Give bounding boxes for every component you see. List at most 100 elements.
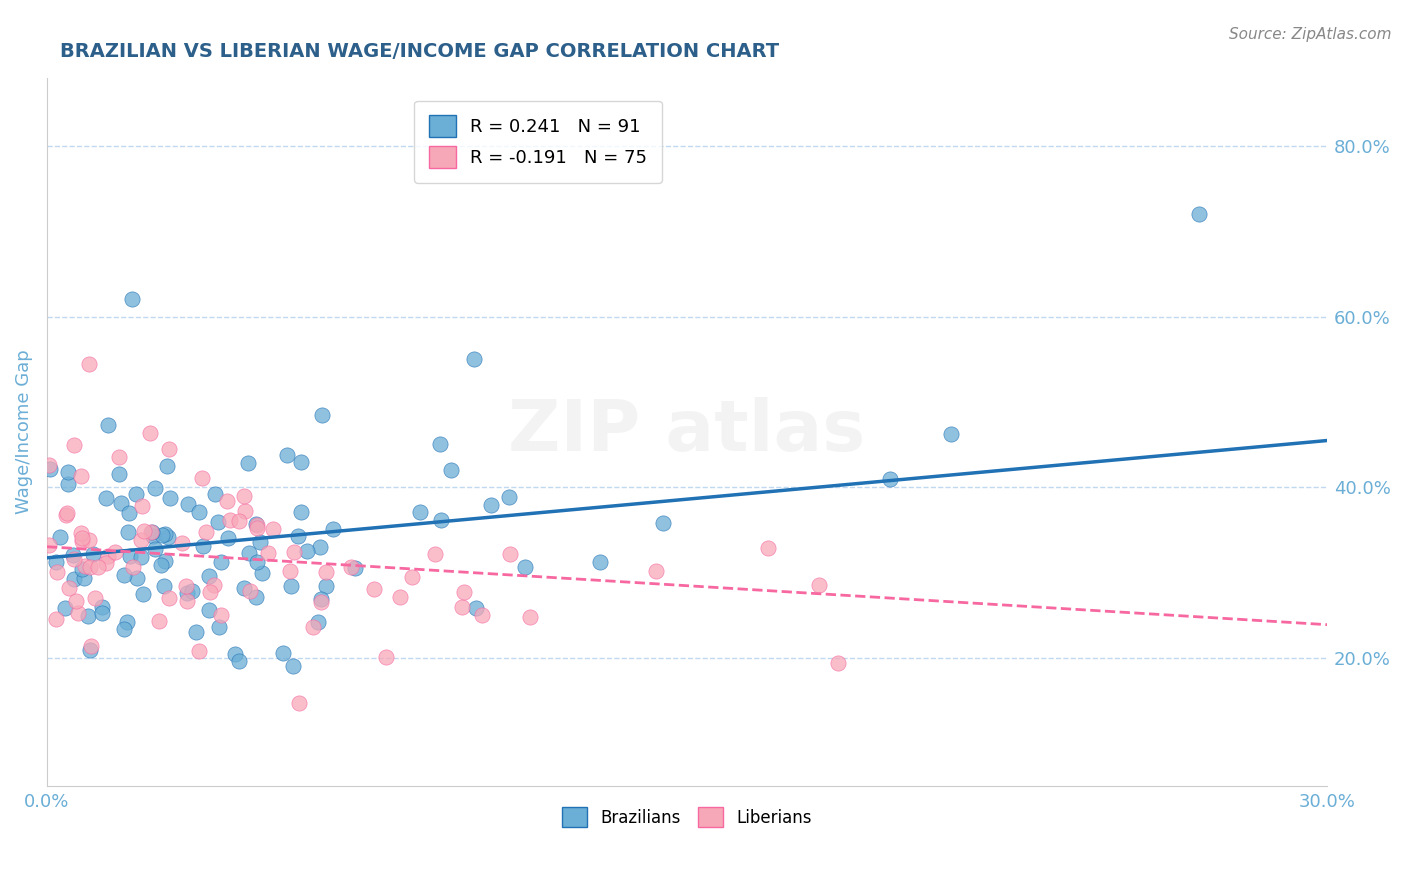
Point xyxy=(288,696,311,710)
Point xyxy=(97,549,120,563)
Point xyxy=(228,654,250,668)
Point xyxy=(271,647,294,661)
Point xyxy=(65,593,87,607)
Point xyxy=(343,560,366,574)
Point xyxy=(83,591,105,606)
Point xyxy=(114,567,136,582)
Point xyxy=(309,592,332,607)
Point xyxy=(55,508,77,522)
Point xyxy=(204,487,226,501)
Legend: Brazilians, Liberians: Brazilians, Liberians xyxy=(555,800,818,834)
Point xyxy=(498,490,520,504)
Point xyxy=(77,609,100,624)
Point xyxy=(73,571,96,585)
Point xyxy=(174,578,197,592)
Point xyxy=(150,558,173,573)
Point xyxy=(228,514,250,528)
Point xyxy=(208,620,231,634)
Point xyxy=(193,539,215,553)
Point xyxy=(280,579,302,593)
Point xyxy=(827,657,849,671)
Point xyxy=(122,559,145,574)
Point xyxy=(309,541,332,555)
Point xyxy=(453,584,475,599)
Point xyxy=(198,569,221,583)
Point xyxy=(155,554,177,568)
Point xyxy=(756,541,779,555)
Point xyxy=(246,521,269,535)
Point xyxy=(197,603,219,617)
Y-axis label: Wage/Income Gap: Wage/Income Gap xyxy=(15,350,32,514)
Point xyxy=(108,450,131,464)
Point xyxy=(465,600,488,615)
Point xyxy=(322,521,344,535)
Point xyxy=(471,607,494,622)
Point xyxy=(46,565,69,579)
Text: BRAZILIAN VS LIBERIAN WAGE/INCOME GAP CORRELATION CHART: BRAZILIAN VS LIBERIAN WAGE/INCOME GAP CO… xyxy=(59,42,779,61)
Point xyxy=(307,615,329,630)
Point xyxy=(218,513,240,527)
Point xyxy=(69,526,91,541)
Point xyxy=(159,491,181,506)
Point xyxy=(939,426,962,441)
Point xyxy=(108,467,131,481)
Point xyxy=(184,625,207,640)
Point xyxy=(519,610,541,624)
Point xyxy=(63,572,86,586)
Point xyxy=(239,584,262,599)
Point xyxy=(39,462,62,476)
Point xyxy=(207,515,229,529)
Point xyxy=(62,551,84,566)
Point xyxy=(209,555,232,569)
Point xyxy=(807,578,830,592)
Point xyxy=(97,418,120,433)
Point xyxy=(129,549,152,564)
Point xyxy=(463,352,485,367)
Point xyxy=(233,581,256,595)
Point xyxy=(1188,207,1211,221)
Point xyxy=(115,615,138,629)
Point xyxy=(72,561,94,575)
Point xyxy=(58,466,80,480)
Point xyxy=(188,644,211,658)
Text: ZIP atlas: ZIP atlas xyxy=(509,397,866,467)
Point xyxy=(651,516,673,530)
Point xyxy=(176,496,198,510)
Point xyxy=(451,600,474,615)
Point xyxy=(62,549,84,563)
Point xyxy=(125,487,148,501)
Point xyxy=(276,448,298,462)
Point xyxy=(155,526,177,541)
Point xyxy=(589,555,612,569)
Point xyxy=(188,504,211,518)
Point xyxy=(125,571,148,585)
Point xyxy=(82,547,104,561)
Point xyxy=(56,477,79,491)
Point xyxy=(45,555,67,569)
Point xyxy=(143,541,166,556)
Text: Source: ZipAtlas.com: Source: ZipAtlas.com xyxy=(1229,27,1392,42)
Point xyxy=(191,471,214,485)
Point xyxy=(513,560,536,574)
Point xyxy=(401,570,423,584)
Point xyxy=(249,535,271,549)
Point xyxy=(138,426,160,441)
Point xyxy=(309,595,332,609)
Point xyxy=(290,504,312,518)
Point xyxy=(339,560,361,574)
Point xyxy=(70,533,93,548)
Point xyxy=(117,524,139,539)
Point xyxy=(245,590,267,604)
Point xyxy=(143,481,166,495)
Point xyxy=(91,607,114,621)
Point xyxy=(283,545,305,559)
Point xyxy=(311,408,333,422)
Point xyxy=(90,600,112,615)
Point xyxy=(153,578,176,592)
Point xyxy=(72,531,94,545)
Point xyxy=(77,357,100,371)
Point xyxy=(134,524,156,538)
Point xyxy=(148,615,170,629)
Point xyxy=(96,556,118,570)
Point xyxy=(423,547,446,561)
